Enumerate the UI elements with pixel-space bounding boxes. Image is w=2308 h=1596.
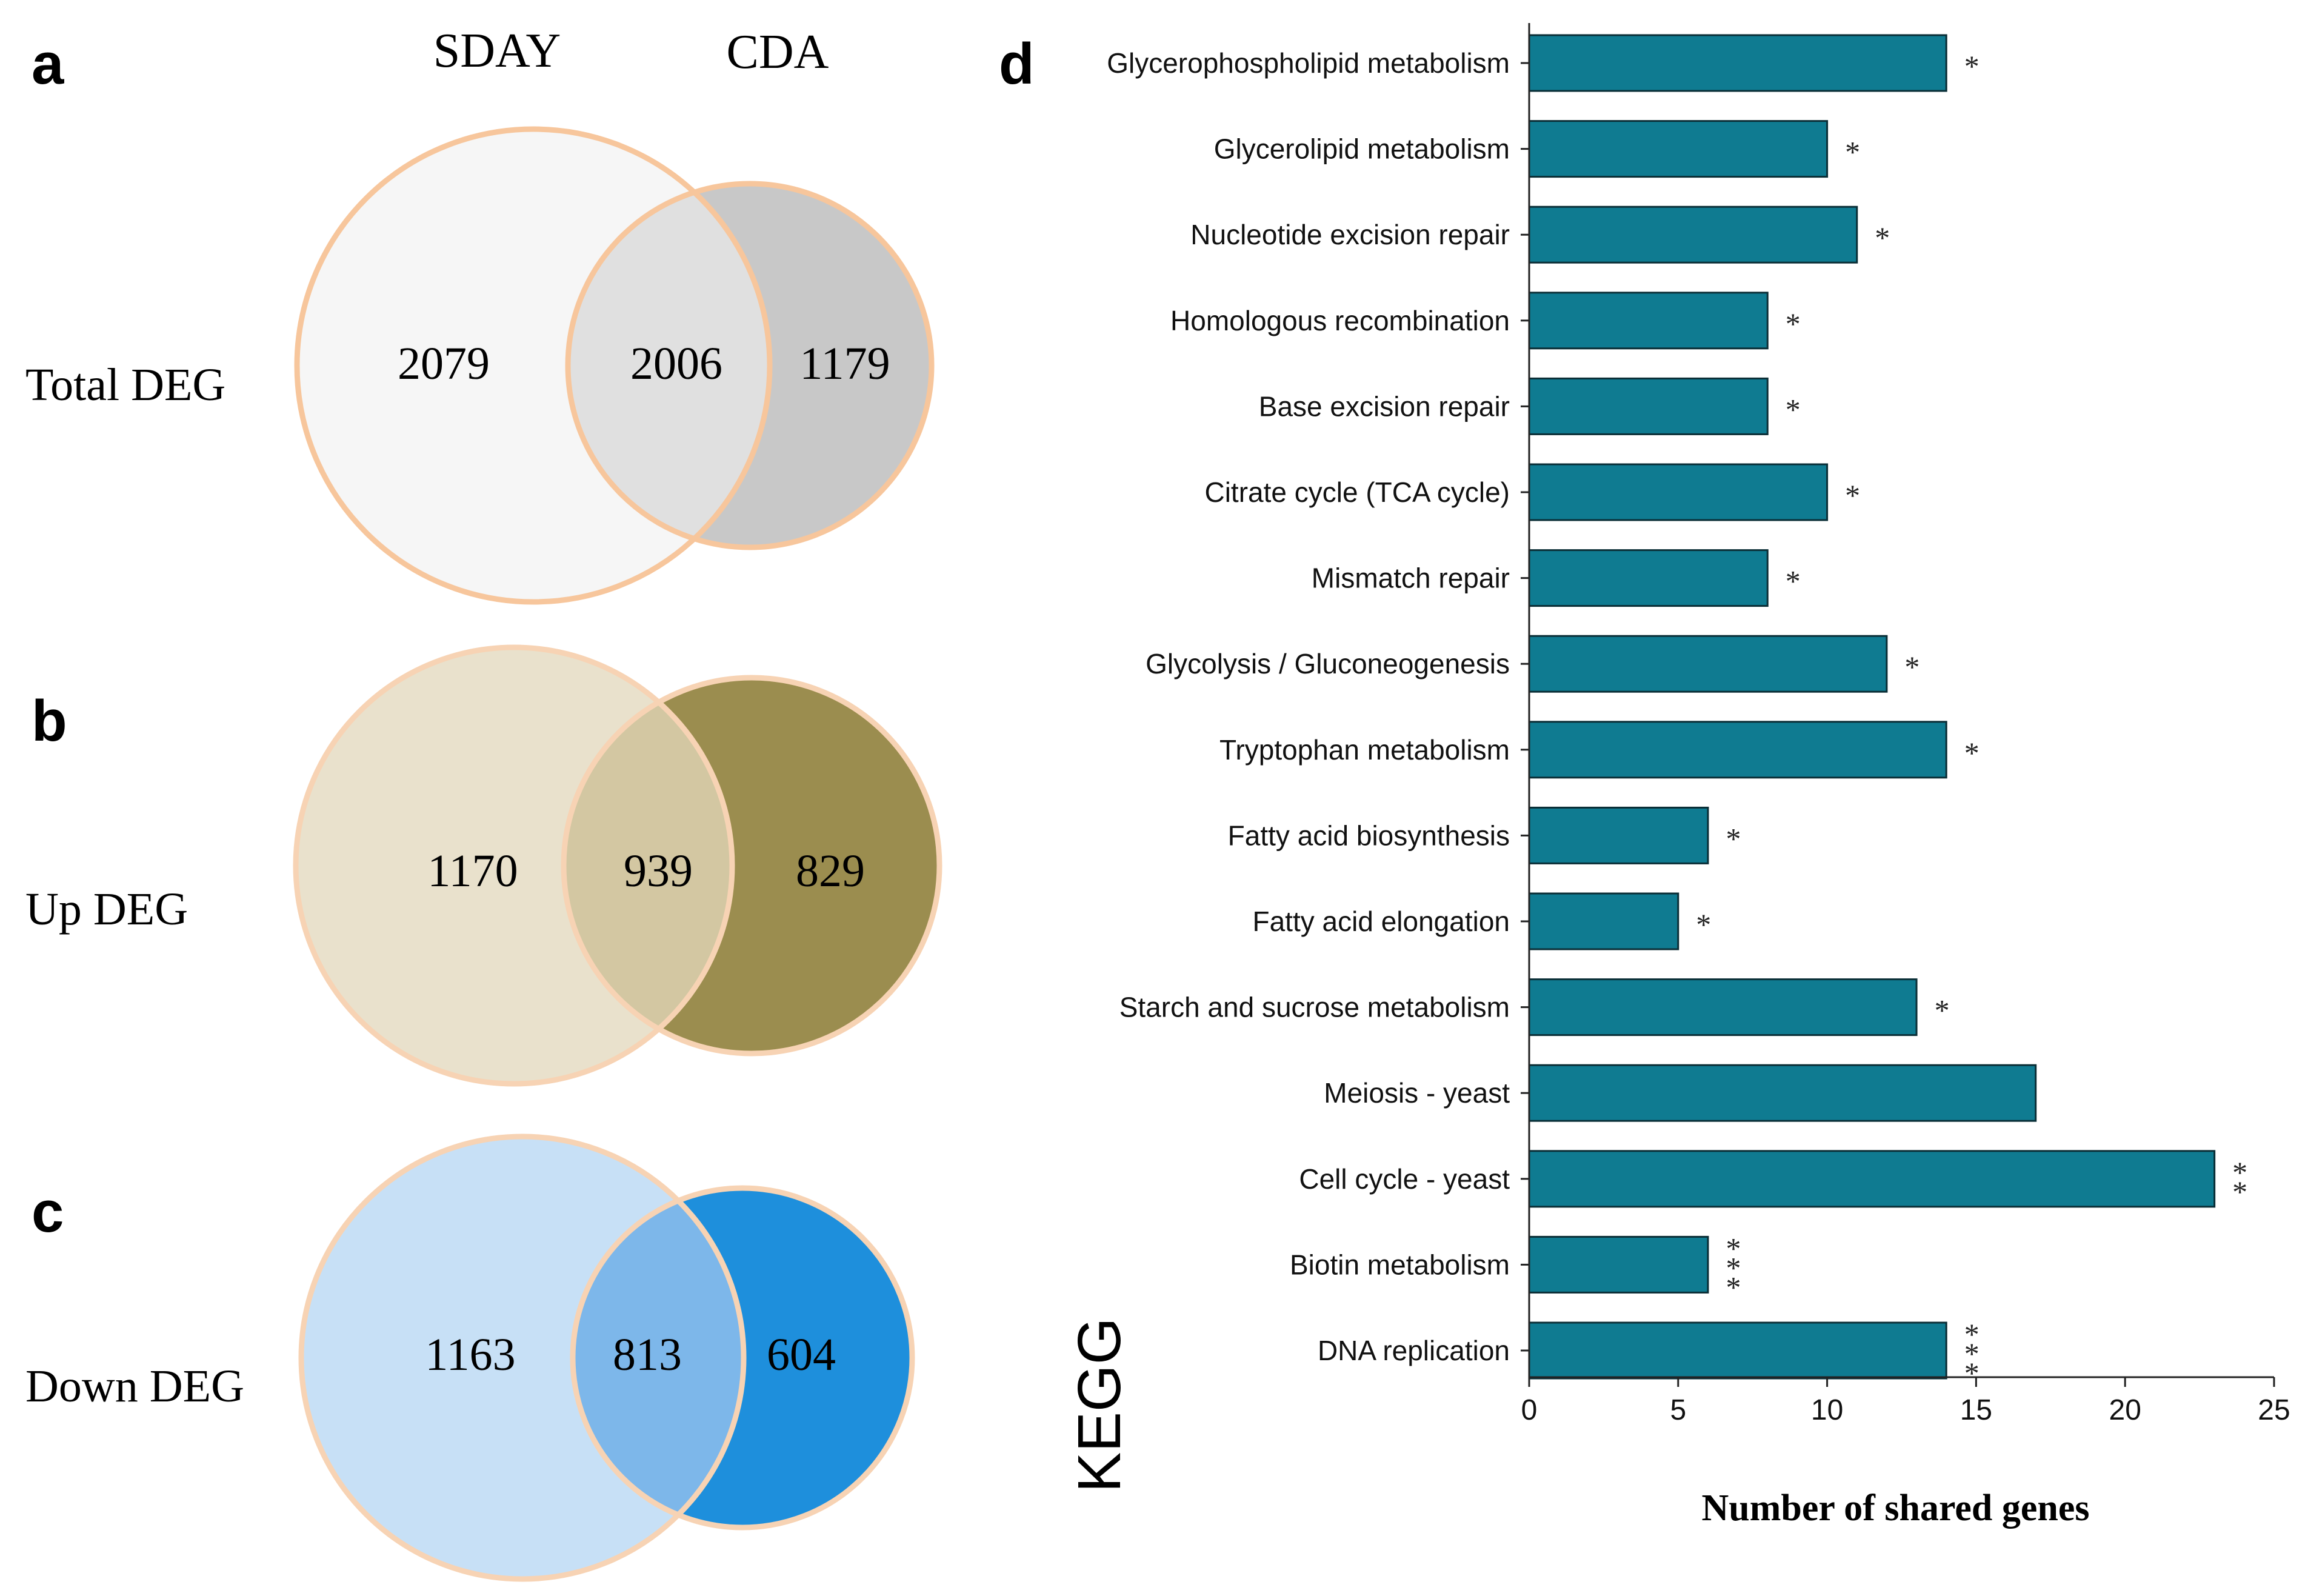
venn-overlap-region [563,702,733,1029]
x-tick-label: 25 [2258,1394,2290,1426]
category-label: Nucleotide excision repair [1190,219,1510,250]
significance-star: * [1726,1270,1741,1304]
category-label: Fatty acid biosynthesis [1228,820,1510,851]
bar-cell-cycle-yeast [1528,1150,2216,1208]
x-tick-label: 0 [1521,1394,1538,1426]
bar-base-excision-repair [1528,377,1769,435]
bar-biotin-metabolism [1528,1235,1709,1294]
significance-star: * [1964,1337,1979,1371]
significance-star: * [1964,49,1979,83]
venn-down-deg: Down DEG 1163 813 604 [25,1134,915,1582]
significance-star: * [2232,1155,2247,1189]
venn-up-deg: Up DEG 1170 939 829 [25,644,942,1087]
category-label: Starch and sucrose metabolism [1119,992,1510,1023]
x-tick-label: 10 [1811,1394,1843,1426]
category-labels-group: Glycerophospholipid metabolism Glycerolip… [1107,47,1529,1366]
significance-star: * [2232,1175,2247,1209]
category-label: Glycolysis / Gluconeogenesis [1146,648,1510,679]
significance-star: * [1964,1317,1979,1351]
venn-row-label: Down DEG [25,1361,244,1412]
category-label: Base excision repair [1259,390,1510,422]
category-label: Citrate cycle (TCA cycle) [1204,476,1510,508]
venn-right-count: 604 [767,1329,836,1380]
significance-star: * [1726,1250,1741,1284]
significance-star: * [1845,478,1860,512]
category-label: Tryptophan metabolism [1219,734,1510,766]
venn-right-outline [565,181,935,550]
venn-overlap-region [567,192,770,539]
venn-left-outline [293,644,735,1087]
bars-group [1528,34,2216,1380]
category-label: Glycerophospholipid metabolism [1107,47,1510,79]
bar-homologous-recombination [1528,292,1769,350]
bar-meiosis-yeast [1528,1064,2037,1122]
significance-star: * [1875,221,1890,255]
venn-left-outline [298,1134,747,1582]
bar-starch-and-sucrose-metabolism [1528,978,1918,1037]
significance-star: * [1726,1231,1741,1265]
category-label: Glycerolipid metabolism [1214,133,1510,165]
x-tick-label: 20 [2109,1394,2141,1426]
y-axis-label: KEGG [1066,1318,1133,1493]
kegg-bar-chart: Glycerophospholipid metabolism Glycerolip… [1066,23,2290,1529]
category-label: Mismatch repair [1312,563,1510,594]
venn-right-count: 829 [796,846,865,896]
venn-overlap-count: 813 [613,1329,682,1380]
x-ticks-group: 0 5 10 15 20 25 [1521,1377,2290,1426]
venn-left-count: 1170 [427,846,518,896]
venn-left-count: 1163 [425,1329,515,1380]
venn-overlap-count: 2006 [630,338,722,389]
bar-tryptophan-metabolism [1528,721,1947,779]
venn-right-outline [561,675,942,1057]
significance-star: * [1935,993,1950,1027]
bar-glycerolipid-metabolism [1528,120,1829,178]
venn-overlap-region [573,1200,744,1515]
panel-letter-a: a [32,32,64,96]
significance-star: * [1786,392,1801,426]
bar-fatty-acid-elongation [1528,892,1679,950]
significance-star: * [1904,650,1919,684]
bar-fatty-acid-biosynthesis [1528,806,1709,864]
venn-right-count: 1179 [799,338,890,389]
category-label: Fatty acid elongation [1253,906,1510,937]
significance-star: * [1726,821,1741,855]
venn-row-label: Total DEG [25,359,225,410]
panel-letter-b: b [32,689,67,753]
significance-star: * [1964,736,1979,770]
significance-star: * [1696,907,1711,941]
venn-left-count: 2079 [398,338,490,389]
venn-row-label: Up DEG [25,884,188,935]
x-tick-label: 15 [1960,1394,1992,1426]
venn-header-sday: SDAY [433,24,561,78]
category-label: Homologous recombination [1170,305,1510,336]
bar-citrate-cycle-tca-cycle [1528,463,1829,521]
bar-glycerophospholipid-metabolism [1528,34,1947,92]
significance-star: * [1786,564,1801,598]
category-label: Meiosis - yeast [1324,1077,1510,1109]
category-label: DNA replication [1318,1335,1510,1366]
significance-star: * [1964,1356,1979,1390]
panel-letter-d: d [999,32,1035,96]
significance-star: * [1845,135,1860,169]
venn-left-outline [294,126,773,605]
x-tick-label: 5 [1670,1394,1686,1426]
bar-dna-replication [1528,1321,1947,1380]
significance-star: * [1786,307,1801,341]
bar-nucleotide-excision-repair [1528,205,1858,264]
bar-glycolysis-gluconeogenesis [1528,635,1888,693]
venn-overlap-count: 939 [624,846,693,896]
venn-right-outline [570,1185,915,1531]
x-axis-label: Number of shared genes [1701,1487,2089,1529]
bar-mismatch-repair [1528,549,1769,607]
venn-total-deg: Total DEG 2079 2006 1179 [25,126,935,605]
panel-letter-c: c [32,1180,64,1244]
category-label: Cell cycle - yeast [1299,1163,1510,1195]
category-label: Biotin metabolism [1290,1249,1510,1280]
venn-header-cda: CDA [727,25,829,79]
significance-marks-group: ******************** [1696,49,2247,1390]
